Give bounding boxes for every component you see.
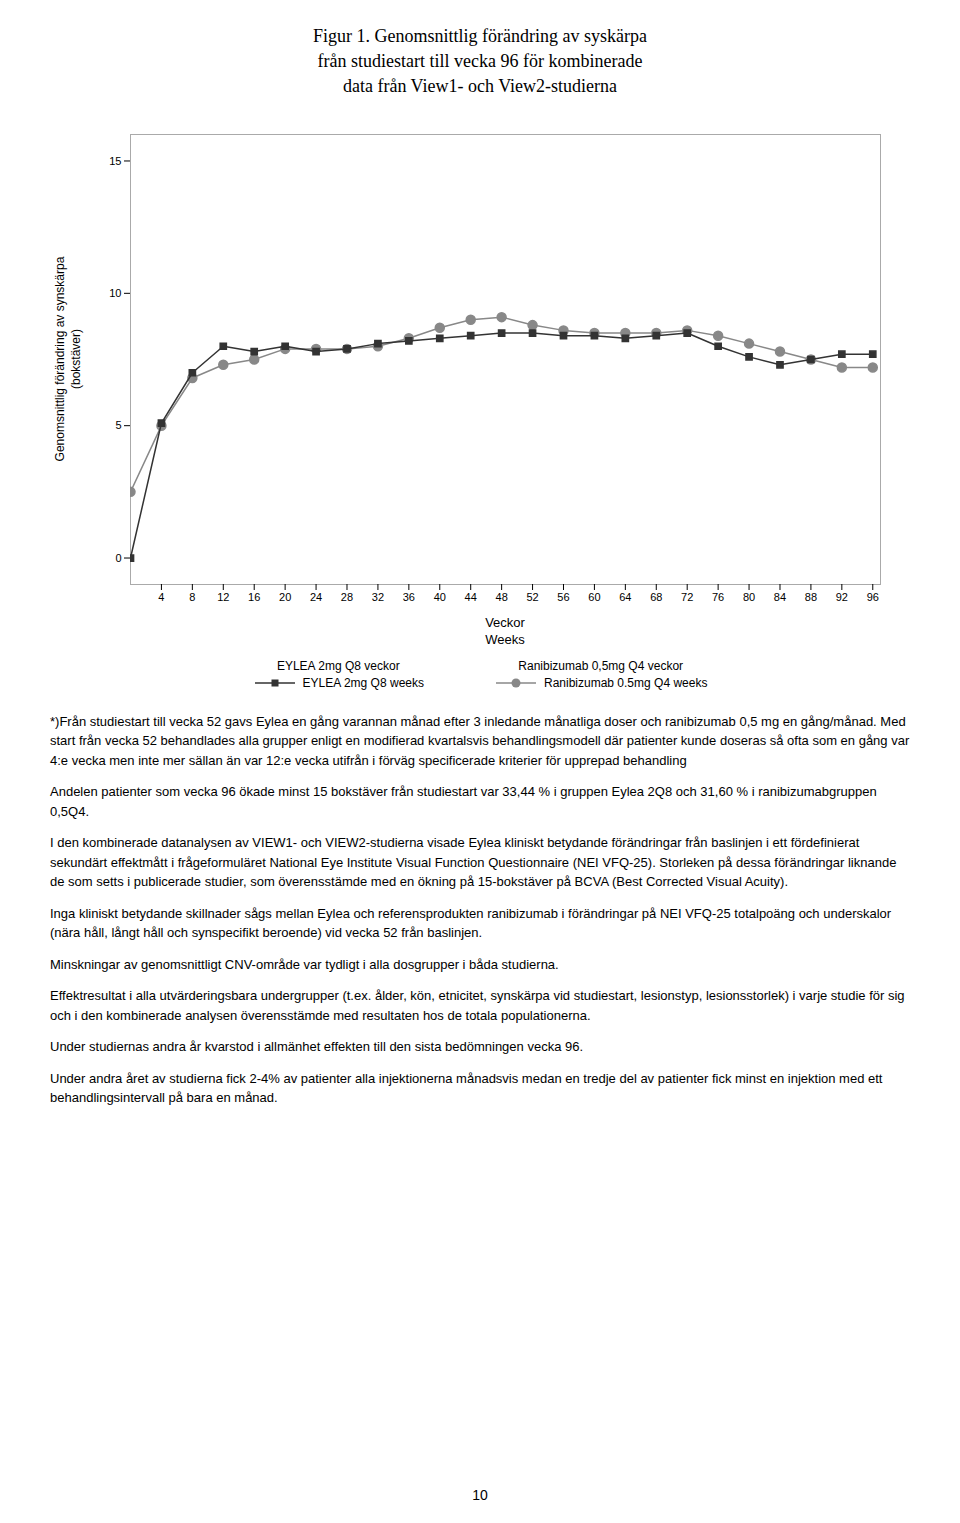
svg-text:5: 5 [115, 419, 121, 431]
svg-text:64: 64 [619, 591, 631, 603]
html-text:10: 10 [472, 1487, 488, 1503]
svg-text:32: 32 [372, 591, 384, 603]
svg-text:4: 4 [158, 591, 164, 603]
svg-text:92: 92 [836, 591, 848, 603]
html-text:Andelen patienter som vecka 96: Andelen patienter som vecka 96 ökade min… [50, 784, 877, 819]
svg-text:88: 88 [805, 591, 817, 603]
svg-text:24: 24 [310, 591, 322, 603]
svg-text:96: 96 [867, 591, 879, 603]
svg-text:84: 84 [774, 591, 786, 603]
svg-text:8: 8 [189, 591, 195, 603]
html-text:Minskningar av genomsnittligt: Minskningar av genomsnittligt CNV-område… [50, 956, 559, 972]
svg-text:36: 36 [403, 591, 415, 603]
html-text:Effektresultat i alla utvärder: Effektresultat i alla utvärderingsbara u… [50, 988, 905, 1023]
svg-text:16: 16 [248, 591, 260, 603]
svg-text:52: 52 [526, 591, 538, 603]
svg-text:60: 60 [588, 591, 600, 603]
svg-text:15: 15 [109, 154, 121, 166]
svg-text:56: 56 [557, 591, 569, 603]
html-text:EYLEA 2mg Q8 veckor: EYLEA 2mg Q8 veckor [276, 658, 400, 673]
svg-text:12: 12 [217, 591, 229, 603]
html-text:Genomsnittlig förändring av sy: Genomsnittlig förändring av synskärpa (b… [52, 256, 83, 461]
html-text:Under studiernas andra år kvar: Under studiernas andra år kvarstod i all… [50, 1039, 584, 1055]
svg-text:44: 44 [465, 591, 477, 603]
html-text:*)Från studiestart till vecka: *)Från studiestart till vecka 52 gavs Ey… [50, 713, 910, 768]
svg-text:40: 40 [434, 591, 446, 603]
html-text:I den kombinerade datanalysen: I den kombinerade datanalysen av VIEW1- … [50, 835, 897, 890]
svg-text:76: 76 [712, 591, 724, 603]
svg-text:20: 20 [279, 591, 291, 603]
html-text:Ranibizumab 0.5mg Q4 weeks: Ranibizumab 0.5mg Q4 weeks [544, 675, 708, 690]
html-text:Figur 1. Genomsnittlig förändr: Figur 1. Genomsnittlig förändring av sys… [313, 26, 647, 97]
html-text:Ranibizumab 0,5mg Q4 veckor: Ranibizumab 0,5mg Q4 veckor [518, 658, 684, 673]
svg-text:72: 72 [681, 591, 693, 603]
svg-text:68: 68 [650, 591, 662, 603]
svg-text:80: 80 [743, 591, 755, 603]
html-text:Under andra året av studierna: Under andra året av studierna fick 2-4% … [50, 1070, 883, 1106]
svg-text:28: 28 [341, 591, 353, 603]
svg-text:10: 10 [109, 286, 121, 298]
svg-text:0: 0 [115, 551, 121, 563]
svg-text:48: 48 [496, 591, 508, 603]
html-text:EYLEA 2mg Q8 weeks: EYLEA 2mg Q8 weeks [302, 675, 424, 690]
html-text:Inga kliniskt betydande skilln: Inga kliniskt betydande skillnader sågs … [50, 905, 892, 941]
html-text:Veckor Weeks: Veckor Weeks [485, 614, 525, 648]
